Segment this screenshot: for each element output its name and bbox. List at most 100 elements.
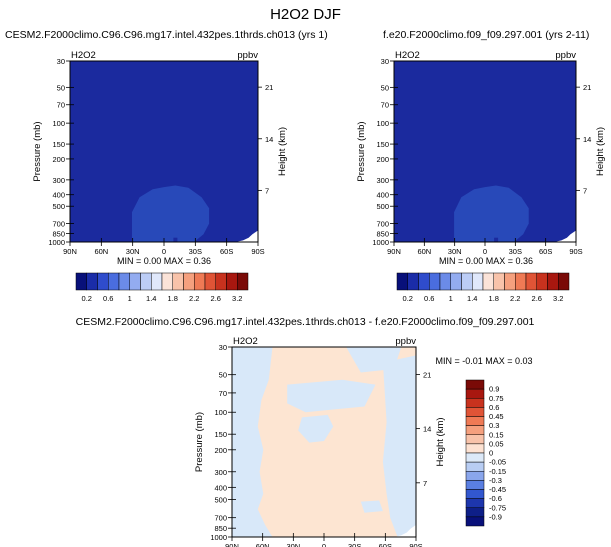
y-axis-label: Pressure (mb) — [194, 412, 205, 472]
colorbar-box — [558, 272, 570, 291]
colorbar-box — [129, 272, 141, 291]
colorbar: 0.2 0.6 1 1.4 1.8 2.2 2.6 3.2 — [75, 272, 249, 303]
colorbar-label: 0.6 — [103, 294, 113, 303]
colorbar-box — [396, 272, 408, 291]
colorbar-label: 1.8 — [489, 294, 499, 303]
x-tick-label: 60N — [417, 247, 431, 256]
height-tick-label: 7 — [423, 479, 427, 488]
plot-area — [70, 61, 258, 242]
colorbar-label: 0.9 — [489, 385, 499, 394]
y-tick-label: 30 — [57, 57, 65, 66]
x-tick-label: 90S — [569, 247, 582, 256]
x-tick-label: 60N — [94, 247, 108, 256]
colorbar-label: 1.4 — [467, 294, 477, 303]
height-tick-label: 14 — [423, 425, 431, 434]
colorbar-box — [183, 272, 195, 291]
colorbar-box — [465, 443, 485, 454]
y-tick-label: 70 — [57, 101, 65, 110]
y-tick-label: 30 — [381, 57, 389, 66]
y-tick-label: 100 — [214, 408, 227, 417]
y-tick-label: 150 — [214, 430, 227, 439]
y-tick-label: 50 — [57, 83, 65, 92]
x-tick-label: 30S — [189, 247, 202, 256]
panel-title: f.e20.F2000climo.f09_f09.297.001 (yrs 2-… — [383, 29, 589, 41]
contour-pocket — [173, 237, 178, 242]
colorbar-box — [418, 272, 430, 291]
colorbar: 0.2 0.6 1 1.4 1.8 2.2 2.6 3.2 — [396, 272, 570, 303]
colorbar-label: 2.6 — [211, 294, 221, 303]
contour-fill-negative — [360, 500, 383, 513]
topography-mask — [554, 230, 576, 242]
plot-area — [394, 61, 576, 242]
x-tick-label: 90N — [63, 247, 77, 256]
y-tick-label: 400 — [52, 191, 65, 200]
x-tick-label: 60S — [220, 247, 233, 256]
colorbar-label: 3.2 — [232, 294, 242, 303]
y-tick-label: 100 — [52, 119, 65, 128]
colorbar-label: 2.2 — [189, 294, 199, 303]
x-tick-label: 60N — [256, 542, 270, 547]
colorbar-box — [161, 272, 173, 291]
colorbar-box — [465, 407, 485, 417]
y-tick-label: 700 — [376, 220, 389, 229]
contour-pocket — [494, 237, 499, 242]
topography-mask — [393, 524, 416, 537]
height-axis-label: Height (km) — [595, 127, 606, 176]
y-tick-label: 30 — [219, 343, 227, 352]
height-axis-label: Height (km) — [277, 127, 288, 176]
y-tick-label: 200 — [52, 155, 65, 164]
height-tick-label: 7 — [265, 186, 269, 195]
colorbar-label: 0.6 — [424, 294, 434, 303]
colorbar-label: 0.6 — [489, 403, 499, 412]
y-tick-label: 300 — [52, 176, 65, 185]
y-tick-label: 1000 — [210, 533, 227, 542]
colorbar-label: 1 — [128, 294, 132, 303]
colorbar-box — [461, 272, 473, 291]
colorbar-label: -0.75 — [489, 503, 506, 512]
variable-label: H2O2 — [71, 50, 96, 61]
min-max-stats: MIN = 0.00 MAX = 0.36 — [117, 256, 211, 266]
panel-title: CESM2.F2000climo.C96.C96.mg17.intel.432p… — [76, 316, 535, 328]
x-tick-label: 90S — [409, 542, 422, 547]
y-axis-label: Pressure (mb) — [356, 121, 367, 181]
y-tick-label: 400 — [376, 191, 389, 200]
x-tick-label: 0 — [322, 542, 326, 547]
contour-fill-high — [454, 185, 529, 242]
colorbar-box — [226, 272, 238, 291]
colorbar-label: 0.2 — [82, 294, 92, 303]
y-tick-label: 70 — [219, 389, 227, 398]
y-tick-label: 850 — [214, 524, 227, 533]
contour-fill-negative — [382, 355, 416, 537]
colorbar-label: 1.4 — [146, 294, 156, 303]
colorbar-box — [465, 480, 485, 490]
colorbar-box — [172, 272, 184, 291]
colorbar-box — [151, 272, 163, 291]
y-tick-label: 300 — [214, 468, 227, 477]
colorbar-box — [465, 388, 485, 399]
colorbar-label: 0.45 — [489, 412, 504, 421]
y-tick-label: 700 — [52, 220, 65, 229]
colorbar: 0.90.750.60.450.30.150.050-0.05-0.15-0.3… — [465, 379, 506, 527]
plot-area — [232, 347, 416, 537]
colorbar-label: 2.2 — [510, 294, 520, 303]
colorbar-box — [407, 272, 419, 291]
colorbar-label: 1.8 — [168, 294, 178, 303]
height-tick-label: 14 — [265, 135, 273, 144]
y-tick-label: 700 — [214, 514, 227, 523]
colorbar-box — [515, 272, 527, 291]
colorbar-box — [108, 272, 120, 291]
contour-fill-negative — [346, 347, 402, 373]
colorbar-label: 0.75 — [489, 394, 504, 403]
variable-label: H2O2 — [395, 50, 420, 61]
x-tick-label: 90S — [251, 247, 264, 256]
colorbar-label: 0.3 — [489, 421, 499, 430]
colorbar-label: 0 — [489, 449, 493, 458]
colorbar-label: -0.45 — [489, 485, 506, 494]
y-tick-label: 500 — [52, 202, 65, 211]
contour-fill-negative — [287, 379, 376, 413]
colorbar-box — [465, 498, 485, 508]
height-axis-label: Height (km) — [435, 417, 446, 466]
colorbar-box — [86, 272, 98, 291]
colorbar-box — [465, 416, 485, 426]
y-tick-label: 1000 — [48, 238, 65, 247]
